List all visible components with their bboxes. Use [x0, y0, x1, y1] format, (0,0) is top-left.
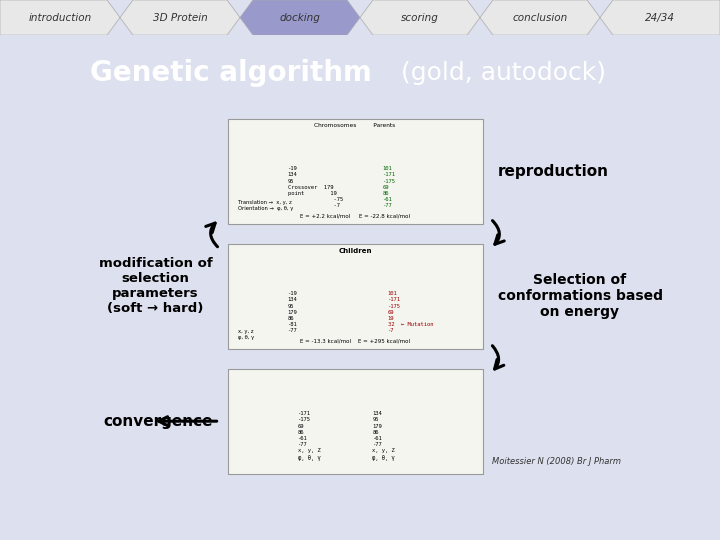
- Text: Chromosomes         Parents: Chromosomes Parents: [315, 123, 395, 127]
- Text: -19
134
95
179
86
-81
-77: -19 134 95 179 86 -81 -77: [287, 291, 297, 333]
- Text: x, y, z
φ, θ, γ: x, y, z φ, θ, γ: [238, 329, 253, 340]
- Text: -171
-175
69
86
-61
-77
x, y, Z
φ, θ, γ: -171 -175 69 86 -61 -77 x, y, Z φ, θ, γ: [297, 411, 320, 461]
- Text: convergence: convergence: [103, 414, 212, 429]
- Text: Children: Children: [338, 248, 372, 254]
- Polygon shape: [600, 0, 720, 35]
- Text: Selection of
conformations based
on energy: Selection of conformations based on ener…: [498, 273, 662, 319]
- Polygon shape: [360, 0, 480, 35]
- Text: 134
95
179
86
-61
-77
x, y, Z
φ, θ, γ: 134 95 179 86 -61 -77 x, y, Z φ, θ, γ: [372, 411, 395, 461]
- Text: -19
134
95
Crossover  179
point        19
              -75
              -7: -19 134 95 Crossover 179 point 19 -75 -7: [287, 166, 343, 208]
- Text: (gold, autodock): (gold, autodock): [393, 60, 606, 85]
- FancyBboxPatch shape: [228, 119, 482, 224]
- FancyBboxPatch shape: [228, 369, 482, 474]
- FancyBboxPatch shape: [228, 244, 482, 349]
- Text: Moitessier N (2008) Br J Pharm: Moitessier N (2008) Br J Pharm: [492, 457, 621, 465]
- Text: Translation →  x, y, z
Orientation →  φ, θ, γ: Translation → x, y, z Orientation → φ, θ…: [238, 200, 293, 211]
- Polygon shape: [480, 0, 600, 35]
- Text: 101
-171
-175
69
19
32  ← Mutation
-7: 101 -171 -175 69 19 32 ← Mutation -7: [387, 291, 433, 333]
- Text: Genetic algorithm: Genetic algorithm: [90, 59, 372, 86]
- Text: 101
-171
-175
69
86
-61
-77: 101 -171 -175 69 86 -61 -77: [382, 166, 395, 208]
- Text: modification of
selection
parameters
(soft → hard): modification of selection parameters (so…: [99, 257, 212, 315]
- Text: 24/34: 24/34: [645, 12, 675, 23]
- Polygon shape: [240, 0, 360, 35]
- Text: reproduction: reproduction: [498, 164, 608, 179]
- Polygon shape: [0, 0, 120, 35]
- Text: 3D Protein: 3D Protein: [153, 12, 207, 23]
- Text: introduction: introduction: [28, 12, 91, 23]
- Text: E = -13.3 kcal/mol    E = +295 kcal/mol: E = -13.3 kcal/mol E = +295 kcal/mol: [300, 339, 410, 343]
- Polygon shape: [120, 0, 240, 35]
- Text: docking: docking: [279, 12, 320, 23]
- Text: conclusion: conclusion: [513, 12, 567, 23]
- Text: scoring: scoring: [401, 12, 439, 23]
- Text: E = +2.2 kcal/mol     E = -22.8 kcal/mol: E = +2.2 kcal/mol E = -22.8 kcal/mol: [300, 214, 410, 219]
